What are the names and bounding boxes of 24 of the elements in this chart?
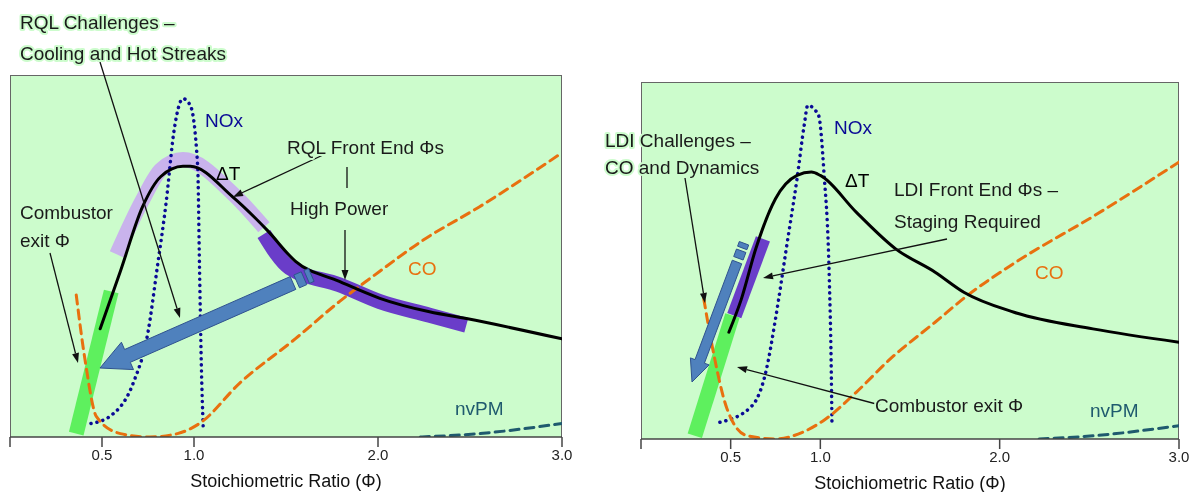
annotation: Combustor exit Φ bbox=[20, 202, 114, 251]
x-tick-label: 0.5 bbox=[720, 447, 742, 465]
series-label: nvPM bbox=[1090, 400, 1139, 421]
text: RQL Challenges – Cooling and Hot Streaks bbox=[20, 12, 226, 64]
annotation: LDI Front End Φs – Staging Required bbox=[894, 179, 1059, 232]
x-tick-label: 1.0 bbox=[183, 445, 205, 463]
x-tick-label: 0.5 bbox=[91, 445, 113, 463]
x-axis-title: Stoichiometric Ratio (Φ) bbox=[814, 473, 1006, 493]
x-tick-label: 2.0 bbox=[989, 447, 1011, 465]
x-tick-label: 3.0 bbox=[551, 445, 573, 463]
series-label: nvPM bbox=[455, 398, 504, 419]
annotation: Combustor exit Φ bbox=[875, 395, 1024, 416]
series-label: ΔT bbox=[845, 170, 870, 191]
series-label: NOx bbox=[834, 117, 873, 138]
x-tick-label: 1.0 bbox=[809, 447, 831, 465]
x-tick-label: 3.0 bbox=[1168, 447, 1190, 465]
annotation: High Power bbox=[290, 198, 389, 219]
x-tick-label: 2.0 bbox=[367, 445, 389, 463]
series-label: CO bbox=[1035, 262, 1064, 283]
annotation: RQL Front End Φs bbox=[287, 137, 445, 158]
series-label: CO bbox=[408, 258, 437, 279]
x-axis-title: Stoichiometric Ratio (Φ) bbox=[190, 471, 382, 491]
series-label: NOx bbox=[205, 110, 244, 131]
series-label: ΔT bbox=[216, 163, 241, 184]
